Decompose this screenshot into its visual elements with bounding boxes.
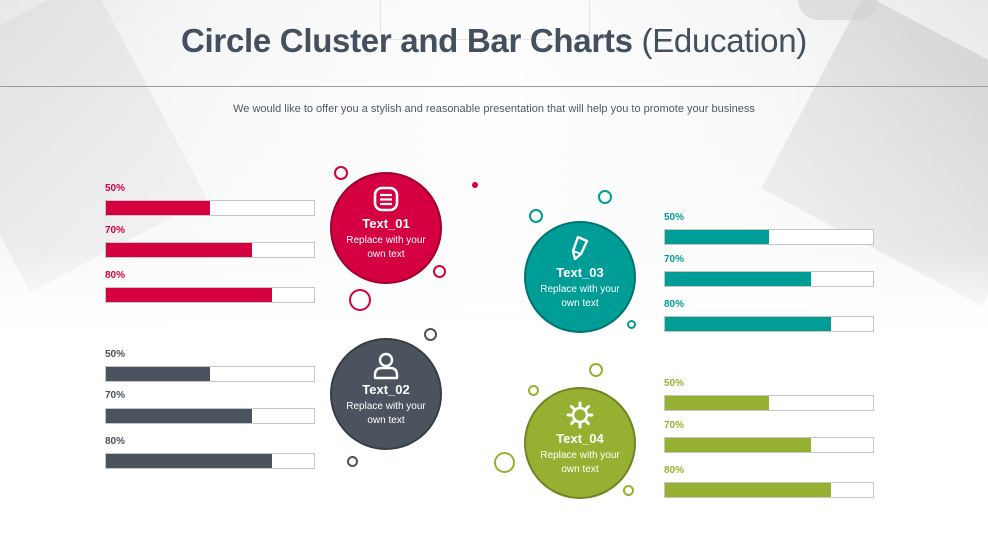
- circle-title: Text_04: [556, 431, 604, 446]
- circle-title: Text_02: [362, 382, 410, 397]
- bar-track: [105, 366, 315, 382]
- bar-track: [664, 271, 874, 287]
- bar-fill: [106, 288, 273, 302]
- circle-text-03: Text_03 Replace with your own text: [524, 221, 636, 333]
- bar-label: 80%: [105, 270, 126, 281]
- decorative-ring: [598, 190, 612, 204]
- bar-track: [105, 200, 315, 216]
- bar-label: 50%: [105, 349, 126, 360]
- bar-fill: [106, 409, 252, 423]
- bar-track: [664, 437, 874, 453]
- bar-track: [664, 395, 874, 411]
- user-icon: [373, 352, 399, 380]
- bar-fill: [106, 367, 210, 381]
- bar-row: 80%: [105, 436, 315, 481]
- bar-track: [105, 408, 315, 424]
- bar-row: 80%: [664, 465, 874, 510]
- bar-fill: [665, 483, 832, 497]
- title-bold: Circle Cluster and Bar Charts: [181, 22, 633, 59]
- circle-text-02: Text_02 Replace with your own text: [330, 338, 442, 450]
- bar-label: 50%: [105, 183, 126, 194]
- background-glasses-shape: [798, 0, 878, 20]
- title-divider: [0, 86, 988, 87]
- bar-track: [664, 316, 874, 332]
- decorative-ring: [529, 209, 543, 223]
- bar-group-text-01: 50% 70% 80%: [105, 183, 315, 315]
- bar-label: 70%: [664, 254, 685, 265]
- list-icon: [373, 186, 399, 212]
- bar-track: [105, 242, 315, 258]
- bar-row: 80%: [105, 270, 315, 315]
- bar-label: 80%: [664, 299, 685, 310]
- bar-track: [105, 287, 315, 303]
- bar-group-text-02: 50% 70% 80%: [105, 349, 315, 481]
- bar-row: 80%: [664, 299, 874, 344]
- bar-group-text-03: 50% 70% 80%: [664, 212, 874, 344]
- bar-label: 70%: [664, 420, 685, 431]
- bar-label: 70%: [105, 225, 126, 236]
- decorative-ring: [494, 452, 515, 473]
- background-keyboard-shape: [380, 0, 590, 40]
- decorative-ring: [424, 328, 437, 341]
- bar-label: 80%: [664, 465, 685, 476]
- bar-fill: [665, 438, 811, 452]
- bar-fill: [106, 201, 210, 215]
- page-subtitle: We would like to offer you a stylish and…: [233, 103, 755, 115]
- decorative-ring: [589, 363, 603, 377]
- bar-row: 50%: [664, 212, 874, 257]
- page-title: Circle Cluster and Bar Charts (Education…: [0, 22, 988, 60]
- bar-fill: [106, 243, 252, 257]
- bar-label: 50%: [664, 212, 685, 223]
- decorative-ring: [528, 385, 539, 396]
- gear-icon: [566, 401, 594, 429]
- bar-row: 70%: [105, 390, 315, 436]
- circle-text-01: Text_01 Replace with your own text: [330, 172, 442, 284]
- bar-fill: [665, 396, 769, 410]
- decorative-dot: [472, 182, 478, 188]
- bar-label: 80%: [105, 436, 126, 447]
- bar-row: 50%: [105, 183, 315, 228]
- bar-row: 70%: [105, 225, 315, 270]
- circle-description: Replace with your own text: [346, 401, 426, 426]
- bar-row: 50%: [105, 349, 315, 394]
- decorative-ring: [347, 456, 358, 467]
- decorative-ring: [627, 320, 636, 329]
- circle-text-04: Text_04 Replace with your own text: [524, 387, 636, 499]
- decorative-ring: [334, 166, 348, 180]
- bar-track: [664, 482, 874, 498]
- bar-label: 70%: [105, 390, 126, 401]
- bar-row: 70%: [664, 254, 874, 299]
- pencil-icon: [571, 235, 589, 261]
- decorative-ring: [433, 265, 446, 278]
- bar-track: [105, 453, 315, 469]
- bar-fill: [665, 272, 811, 286]
- bar-label: 50%: [664, 378, 685, 389]
- title-light: (Education): [641, 22, 808, 59]
- bar-track: [664, 229, 874, 245]
- bar-fill: [665, 230, 769, 244]
- bar-fill: [106, 454, 273, 468]
- bar-group-text-04: 50% 70% 80%: [664, 378, 874, 510]
- bar-fill: [665, 317, 832, 331]
- circle-title: Text_03: [556, 265, 604, 280]
- decorative-ring: [623, 485, 634, 496]
- bar-row: 50%: [664, 378, 874, 423]
- circle-description: Replace with your own text: [346, 235, 426, 260]
- circle-title: Text_01: [362, 216, 410, 231]
- decorative-ring: [349, 289, 371, 311]
- bar-row: 70%: [664, 420, 874, 465]
- circle-description: Replace with your own text: [540, 450, 620, 475]
- circle-description: Replace with your own text: [540, 284, 620, 309]
